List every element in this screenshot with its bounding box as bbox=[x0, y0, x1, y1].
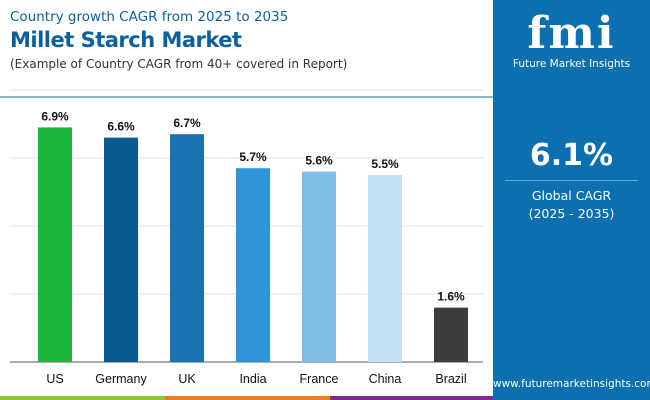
data-label: 1.6% bbox=[437, 290, 465, 304]
data-label: 6.9% bbox=[41, 109, 69, 123]
global-cagr-value: 6.1% bbox=[529, 138, 614, 173]
bar-us bbox=[38, 127, 72, 363]
footer-strip-purple bbox=[330, 396, 493, 400]
x-tick-label: UK bbox=[178, 372, 196, 386]
bar-uk bbox=[170, 134, 204, 362]
global-cagr-label: Global CAGR bbox=[531, 188, 612, 203]
footer-strip-green bbox=[0, 396, 165, 400]
data-label: 5.7% bbox=[239, 150, 267, 164]
header-divider bbox=[0, 96, 493, 98]
bar-china bbox=[368, 175, 402, 362]
x-tick-label: France bbox=[300, 372, 339, 386]
x-tick-label: India bbox=[239, 372, 266, 386]
x-tick-label: China bbox=[369, 372, 402, 386]
bar-germany bbox=[104, 137, 138, 362]
data-label: 6.7% bbox=[173, 116, 201, 130]
x-tick-label: US bbox=[46, 372, 63, 386]
x-tick-label: Germany bbox=[95, 372, 147, 386]
global-cagr-period: (2025 - 2035) bbox=[528, 206, 615, 221]
website-link[interactable]: www.futuremarketinsights.com bbox=[493, 378, 650, 390]
data-label: 5.6% bbox=[305, 154, 333, 168]
bar-india bbox=[236, 168, 270, 362]
chart-subtitle: Country growth CAGR from 2025 to 2035 bbox=[10, 9, 289, 25]
data-label: 5.5% bbox=[371, 157, 399, 171]
data-label: 6.6% bbox=[107, 120, 135, 134]
bar-brazil bbox=[434, 307, 468, 362]
logo-text: Future Market Insights bbox=[512, 58, 631, 70]
fmi-logo: fmi bbox=[527, 8, 616, 59]
side-panel: fmi Future Market Insights 6.1% Global C… bbox=[493, 0, 650, 400]
chart-title: Millet Starch Market bbox=[10, 28, 242, 52]
bar-chart: 6.9% US 6.6% Germany 6.7% UK 5.7% India 5.6% Fran… bbox=[10, 89, 483, 386]
chart-note: (Example of Country CAGR from 40+ covere… bbox=[10, 57, 348, 71]
x-tick-label: Brazil bbox=[435, 372, 466, 386]
footer-strip-orange bbox=[165, 396, 330, 400]
bar-france bbox=[302, 171, 336, 362]
panel-divider bbox=[505, 180, 638, 181]
